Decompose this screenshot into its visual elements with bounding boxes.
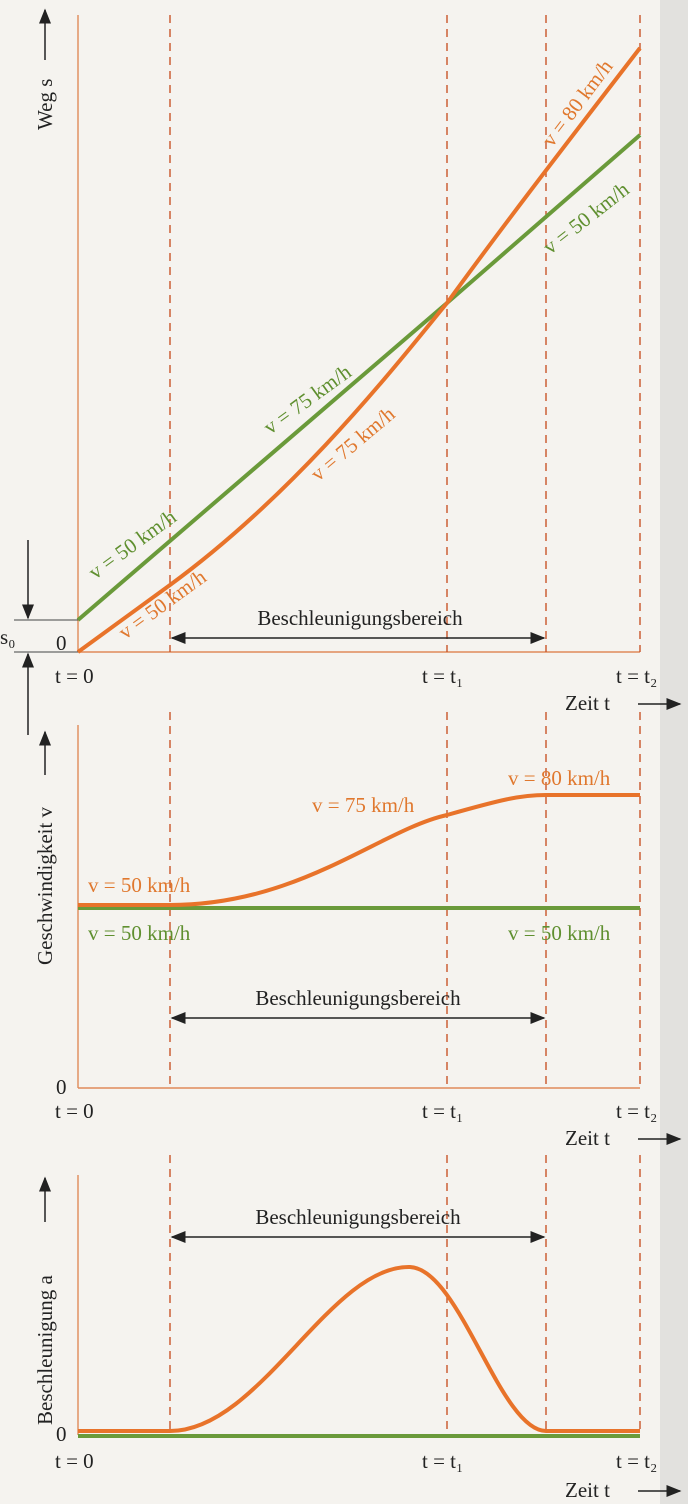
x-axis-label: Zeit t xyxy=(565,1126,610,1150)
orange-label: v = 50 km/h xyxy=(88,873,191,897)
orange-curve xyxy=(78,1264,640,1433)
region-label: Beschleunigungsbereich xyxy=(255,1205,461,1229)
orange-label: v = 80 km/h xyxy=(537,54,618,151)
time-label: t = t₁ xyxy=(422,1449,463,1473)
time-label: t = 0 xyxy=(55,664,94,688)
time-label: t = t₂ xyxy=(616,1449,657,1473)
green-label: v = 50 km/h xyxy=(508,921,611,945)
time-label: t = t₁ xyxy=(422,1099,463,1123)
region-label: Beschleunigungsbereich xyxy=(257,606,463,630)
y-axis-label: Beschleunigung a xyxy=(33,1274,57,1425)
zero-label: 0 xyxy=(56,1075,67,1099)
zero-label: 0 xyxy=(56,631,67,655)
x-axis-label: Zeit t xyxy=(565,691,610,715)
time-label: t = t₂ xyxy=(616,1099,657,1123)
y-axis-label: Weg s xyxy=(33,79,57,130)
offset-label: s₀ xyxy=(0,625,16,649)
region-label: Beschleunigungsbereich xyxy=(255,986,461,1010)
time-label: t = t₂ xyxy=(616,664,657,688)
time-label: t = 0 xyxy=(55,1449,94,1473)
zero-label: 0 xyxy=(56,1422,67,1446)
y-axis-label: Geschwindigkeit v xyxy=(33,806,57,965)
orange-curve xyxy=(76,46,642,654)
panel-acceleration: Beschleunigung a 0 Beschleunigungsbereic… xyxy=(33,1155,682,1502)
x-axis-label: Zeit t xyxy=(565,1478,610,1502)
orange-label: v = 80 km/h xyxy=(508,766,611,790)
green-label: v = 50 km/h xyxy=(88,921,191,945)
panel-velocity: Geschwindigkeit v 0 v = 50 km/h v = 75 k… xyxy=(33,712,682,1150)
time-label: t = 0 xyxy=(55,1099,94,1123)
time-label: t = t₁ xyxy=(422,664,463,688)
green-curve xyxy=(76,133,642,622)
orange-label: v = 75 km/h xyxy=(312,793,415,817)
orange-curve xyxy=(78,793,640,907)
panel-distance: Weg s 0 s₀ v = 50 km/h v = 75 km/h v = 5… xyxy=(0,8,682,735)
edge-strip xyxy=(660,0,688,1504)
green-label: v = 50 km/h xyxy=(538,177,634,259)
